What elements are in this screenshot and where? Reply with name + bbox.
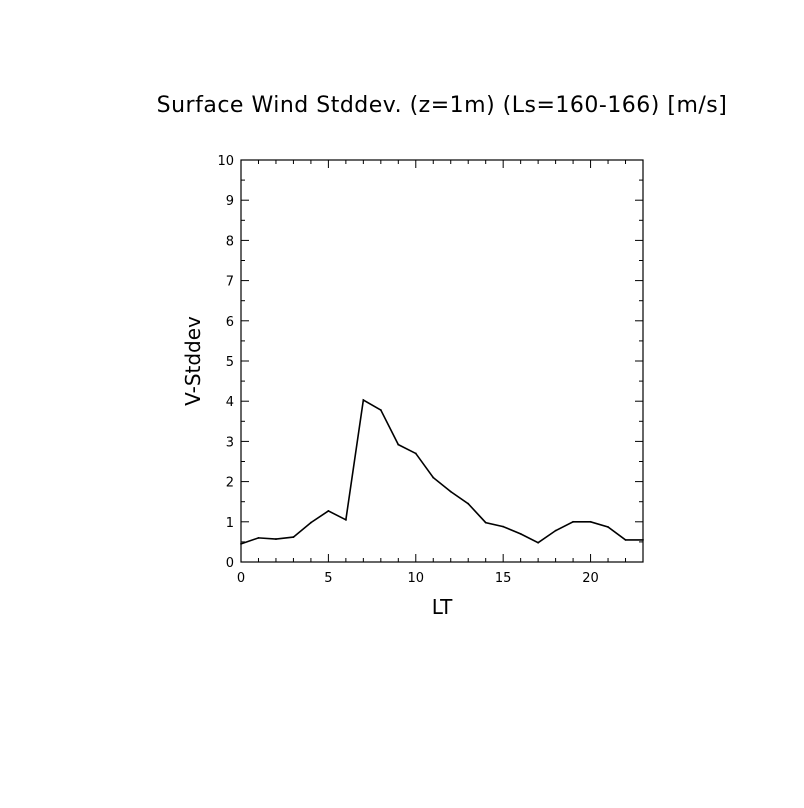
data-point (554, 529, 557, 532)
plot-frame (240, 159, 644, 563)
data-point (257, 536, 260, 539)
y-tick-label: 9 (226, 194, 234, 209)
data-point (327, 510, 330, 512)
data-point (344, 518, 347, 521)
x-axis-title: LT (432, 595, 453, 619)
data-point (519, 532, 522, 535)
data-point (624, 538, 627, 541)
data-point (449, 490, 452, 493)
data-point (572, 520, 574, 523)
y-tick-label: 8 (226, 234, 234, 249)
data-point (642, 538, 644, 541)
x-tick-label: 5 (324, 571, 332, 586)
data-point (310, 521, 312, 524)
data-point (414, 452, 417, 455)
chart-title: Surface Wind Stddev. (z=1m) (Ls=160-166)… (157, 93, 728, 118)
minor-ticks (241, 160, 644, 562)
series-line (240, 398, 643, 545)
data-point (362, 399, 365, 401)
data-point (502, 525, 505, 528)
data-point (607, 526, 609, 528)
y-tick-label: 10 (217, 154, 234, 169)
x-tick-label: 20 (582, 571, 599, 586)
y-axis-title: V-Stddev (181, 316, 205, 406)
data-point (240, 543, 242, 545)
x-tick-label: 10 (408, 571, 425, 586)
y-tick-label: 4 (226, 395, 234, 410)
data-point (379, 409, 382, 411)
data-point (467, 502, 470, 505)
data-point (275, 538, 277, 540)
y-tick-label: 3 (226, 435, 234, 450)
data-point (397, 443, 400, 446)
data-point (292, 536, 295, 538)
y-tick-label: 5 (226, 355, 234, 370)
y-tick-label: 1 (226, 516, 234, 531)
y-tick-label: 2 (226, 476, 234, 491)
y-axis: 0 1 2 3 4 5 6 7 8 9 10 (217, 154, 643, 571)
data-point (537, 541, 540, 544)
x-axis: 0 5 10 15 20 (237, 160, 599, 586)
x-tick-label: 0 (237, 571, 245, 586)
y-tick-label: 7 (226, 275, 234, 290)
data-point (589, 520, 592, 523)
series-layer (240, 398, 644, 545)
y-tick-label: 0 (226, 556, 234, 571)
data-point (432, 476, 435, 479)
y-tick-label: 6 (226, 315, 234, 330)
data-point (484, 521, 487, 524)
x-tick-label: 15 (495, 571, 512, 586)
